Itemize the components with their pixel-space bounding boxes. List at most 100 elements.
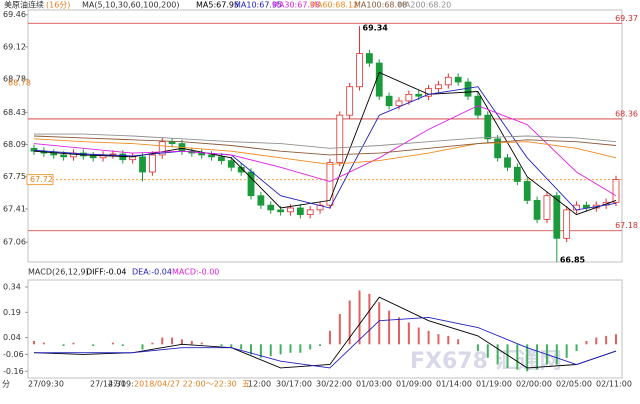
candle-body <box>444 76 452 86</box>
ma-line <box>33 135 617 156</box>
y-tick-label: 68.78 <box>3 75 26 84</box>
dea-legend: DEA:-0.04 <box>132 268 172 277</box>
candle-body <box>612 179 620 203</box>
candle-body <box>415 93 423 97</box>
level-label: 68.36 <box>615 109 638 118</box>
candle-body <box>247 171 255 197</box>
candle-body <box>346 86 354 116</box>
candle-body <box>385 95 393 107</box>
candle-body <box>129 156 137 161</box>
candle-body <box>139 156 146 173</box>
macd-tick-label: -0.06 <box>3 350 24 359</box>
x-tick-label: 01/14:00 <box>436 380 472 389</box>
candle-body <box>494 138 502 159</box>
macd-title: MACD(26,12,9) <box>28 268 89 277</box>
x-tick-label: 27/09:30 <box>28 380 64 389</box>
macd-tick-label: -0.16 <box>3 367 24 376</box>
candle-body <box>296 207 304 216</box>
y-tick-label: 69.12 <box>3 42 26 51</box>
title: 美原油连续 <box>4 0 44 10</box>
ma-line <box>33 105 617 197</box>
x-tick-label: 五 <box>242 380 250 389</box>
x-tick-label: 27/14:30 <box>90 380 126 389</box>
x-tick-label: 01/19:00 <box>476 380 512 389</box>
candle-body <box>365 53 373 64</box>
watermark: FX678 汇通网 <box>410 349 562 374</box>
candle-body <box>523 181 531 201</box>
low-label: 66.85 <box>560 256 586 265</box>
x-tick-label: 30/17:00 <box>276 380 312 389</box>
x-tick-label: 30/22:00 <box>316 380 352 389</box>
candle-body <box>50 152 58 156</box>
macd-frame <box>27 279 623 379</box>
high-label: 69.34 <box>363 24 389 33</box>
macd-tick-label: 0.34 <box>3 283 21 292</box>
candle-body <box>306 209 314 216</box>
macd-tick-label: 0.04 <box>3 333 21 342</box>
candle-body <box>89 155 97 159</box>
candle-body <box>484 114 492 140</box>
candle-body <box>158 141 166 156</box>
ma-line <box>33 138 617 165</box>
candle-body <box>267 204 275 211</box>
legend-entry: MA100:68.08 <box>354 1 407 10</box>
candle-body <box>287 207 294 213</box>
candle-body <box>168 141 176 144</box>
candle-body <box>533 200 541 220</box>
legend-entry: MA30:67.98 <box>272 1 320 10</box>
candle-body <box>395 100 403 107</box>
candle-body <box>30 147 38 152</box>
period: (16分) <box>46 1 70 10</box>
candle-body <box>257 195 265 206</box>
corner-label: 分 <box>2 380 10 389</box>
candle-body <box>277 209 285 213</box>
legend-entry: MA200:68.20 <box>398 1 451 10</box>
y-tick-label: 67.75 <box>3 172 26 181</box>
last-price-label: 67.72 <box>30 175 53 184</box>
candle-body <box>198 152 206 156</box>
candle-body <box>513 166 521 182</box>
candle-body <box>553 195 561 239</box>
x-tick-label: 01/03:00 <box>356 380 392 389</box>
candle-body <box>326 162 334 206</box>
candle-body <box>563 209 571 239</box>
y-tick-label: 68.43 <box>3 108 26 117</box>
legend-entry: MA5:67.95 <box>196 1 239 10</box>
candle-body <box>375 62 383 97</box>
x-tick-label: 2018/04/27 22:00～22:30 <box>134 380 237 389</box>
x-tick-label: 02/11:00 <box>596 380 632 389</box>
candle-body <box>405 93 413 102</box>
level-label: 69.37 <box>615 14 638 23</box>
dea-line <box>34 316 617 369</box>
diff-legend: DIFF:-0.04 <box>86 268 127 277</box>
candle-body <box>60 154 67 158</box>
y-tick-label: 67.06 <box>3 238 26 247</box>
y-tick-label: 68.09 <box>3 140 26 149</box>
candle-body <box>148 154 156 173</box>
candle-body <box>504 157 511 168</box>
candle-body <box>425 88 432 97</box>
y-tick-label: 69.46 <box>3 10 26 19</box>
candle-body <box>464 81 472 97</box>
candle-body <box>336 114 344 163</box>
last-price-box <box>26 174 54 186</box>
x-tick-label: 02/05:00 <box>556 380 592 389</box>
ma-line <box>34 133 617 149</box>
legend-entry: MA10:67.95 <box>234 1 282 10</box>
macd-tick-label: 0.19 <box>3 308 21 317</box>
y-tick-label: 67.41 <box>3 204 26 213</box>
candle-body <box>218 156 225 162</box>
candle-body <box>208 154 215 158</box>
ma-line <box>33 71 617 216</box>
legend-entry: MA60:68.12 <box>310 1 358 10</box>
ma-line <box>33 86 617 211</box>
price-frame <box>27 9 623 263</box>
ma-title: MA(5,10,30,60,100,200) <box>82 1 180 10</box>
candle-body <box>543 195 551 220</box>
candle-body <box>454 76 462 83</box>
macd-legend: MACD:-0.00 <box>172 268 219 277</box>
candle-body <box>356 53 363 88</box>
x-tick-label: 01/09:00 <box>396 380 432 389</box>
x-tick-label: 02/00:00 <box>516 380 552 389</box>
